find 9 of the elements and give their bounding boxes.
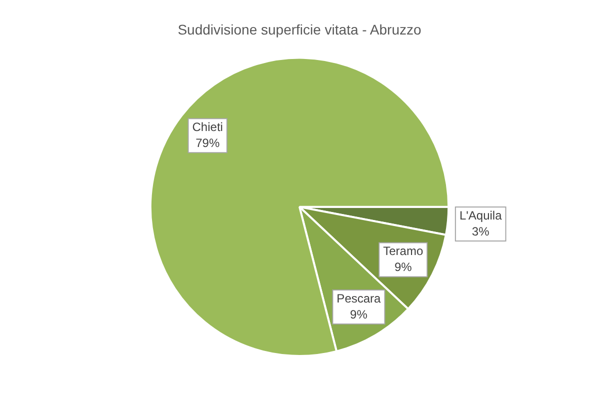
slice-label: L'Aquila — [459, 208, 502, 222]
chart-title: Suddivisione superficie vitata - Abruzzo — [178, 21, 422, 38]
data-label: 9% — [394, 260, 412, 274]
data-label: 3% — [472, 224, 490, 238]
slice-label: Chieti — [192, 120, 223, 134]
slice-label: Pescara — [336, 291, 382, 306]
data-label: 9% — [350, 307, 368, 322]
slice-label: Teramo — [383, 244, 424, 258]
data-label: 79% — [196, 136, 220, 150]
